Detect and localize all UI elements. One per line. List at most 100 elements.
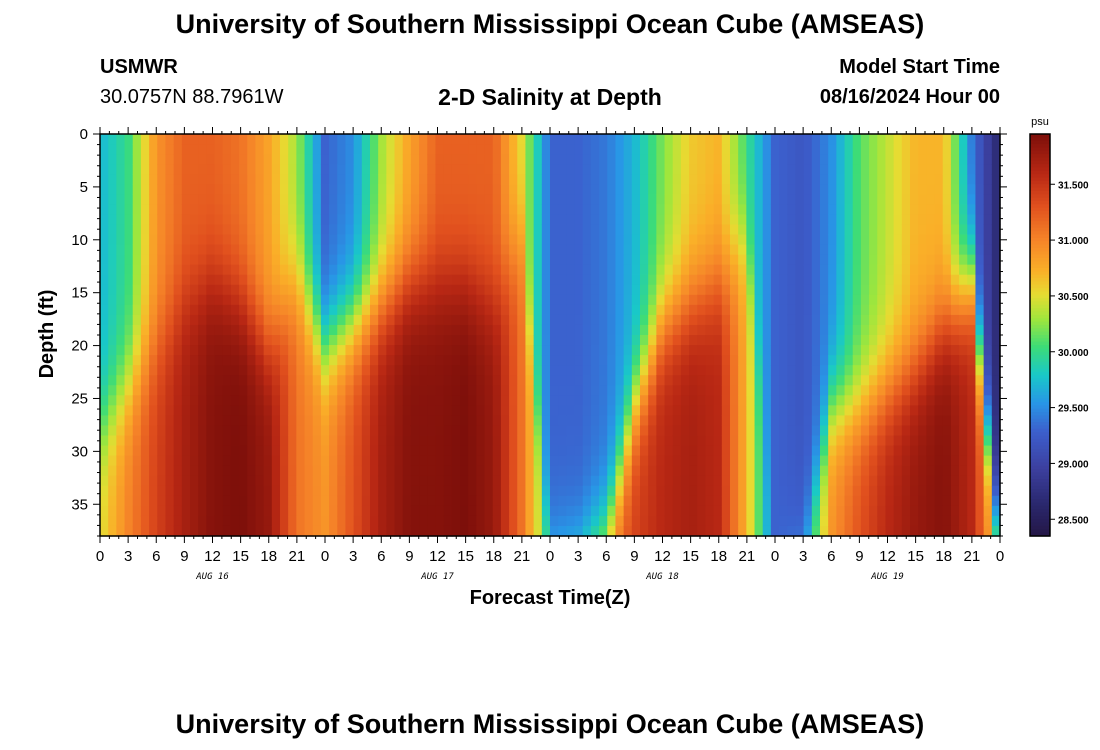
heatmap-cell [255,324,265,336]
heatmap-cell [517,144,527,155]
colorbar-segment [1030,385,1050,390]
heatmap-cell [869,244,878,256]
heatmap-cell [852,485,862,497]
heatmap-cell [190,204,199,215]
heatmap-cell [198,274,207,286]
heatmap-cell [541,304,551,316]
heatmap-cell [280,214,289,226]
heatmap-cell [296,455,306,467]
heatmap-cell [320,355,330,366]
x-tick-label: 12 [879,548,896,565]
heatmap-cell [877,375,887,386]
heatmap-cell [860,455,870,467]
heatmap-cell [607,174,617,185]
heatmap-cell [280,164,289,175]
heatmap-cell [271,495,281,507]
heatmap-cell [280,405,289,416]
heatmap-cell [361,425,371,437]
heatmap-cell [877,425,887,437]
heatmap-cell [672,465,682,477]
heatmap-cell [566,164,576,175]
heatmap-cell [574,174,584,185]
heatmap-cell [394,154,404,165]
heatmap-cell [599,335,608,346]
heatmap-cell [934,264,944,276]
heatmap-cell [263,385,273,396]
heatmap-cell [590,415,600,427]
heatmap-cell [541,234,551,246]
heatmap-cell [140,345,150,356]
heatmap-cell [214,164,224,175]
heatmap-cell [541,264,551,276]
heatmap-cell [165,365,175,376]
heatmap-cell [950,435,960,447]
heatmap-cell [157,455,167,467]
heatmap-cell [599,314,608,326]
heatmap-cell [844,274,854,286]
heatmap-cell [312,505,322,517]
heatmap-cell [811,134,821,145]
heatmap-cell [566,335,576,346]
heatmap-cell [746,465,756,477]
heatmap-cell [500,284,510,296]
heatmap-cell [721,465,731,477]
heatmap-cell [795,355,805,366]
heatmap-cell [108,435,117,447]
heatmap-cell [509,214,518,226]
heatmap-cell [165,355,175,366]
heatmap-cell [181,184,191,195]
heatmap-cell [394,264,404,276]
heatmap-cell [828,144,837,155]
heatmap-cell [860,154,870,165]
heatmap-cell [746,164,756,175]
heatmap-cell [664,144,674,155]
heatmap-cell [893,515,903,527]
heatmap-cell [329,385,338,396]
heatmap-cell [214,365,224,376]
heatmap-cell [427,495,437,507]
heatmap-cell [877,204,887,215]
heatmap-cell [738,214,747,226]
heatmap-cell [885,445,895,457]
heatmap-cell [525,264,535,276]
heatmap-cell [607,274,617,286]
heatmap-cell [582,445,592,457]
heatmap-cell [689,375,698,386]
heatmap-cell [738,485,747,497]
heatmap-cell [640,224,649,236]
heatmap-cell [959,214,968,226]
heatmap-cell [353,445,363,457]
heatmap-cell [877,525,887,537]
colorbar-segment [1030,472,1050,477]
heatmap-cell [435,445,445,457]
heatmap-cell [640,425,649,437]
heatmap-cell [492,375,502,386]
heatmap-cell [280,365,289,376]
heatmap-cell [190,174,199,185]
heatmap-cell [631,184,641,195]
heatmap-cell [746,365,756,376]
heatmap-cell [656,495,666,507]
heatmap-cell [795,495,805,507]
heatmap-cell [239,395,248,406]
heatmap-cell [959,445,968,457]
heatmap-cell [656,485,666,497]
heatmap-cell [787,455,797,467]
heatmap-cell [754,515,764,527]
heatmap-cell [885,495,895,507]
heatmap-cell [828,525,837,537]
heatmap-cell [239,164,248,175]
heatmap-cell [860,304,870,316]
heatmap-cell [926,445,936,457]
heatmap-cell [795,415,805,427]
heatmap-cell [386,244,396,256]
heatmap-cell [312,204,322,215]
heatmap-cell [730,184,739,195]
heatmap-cell [124,214,134,226]
heatmap-cell [877,335,887,346]
heatmap-cell [615,485,625,497]
colorbar-segment [1030,482,1050,487]
heatmap-cell [918,505,927,517]
colorbar-segment [1030,251,1050,256]
heatmap-cell [165,304,175,316]
